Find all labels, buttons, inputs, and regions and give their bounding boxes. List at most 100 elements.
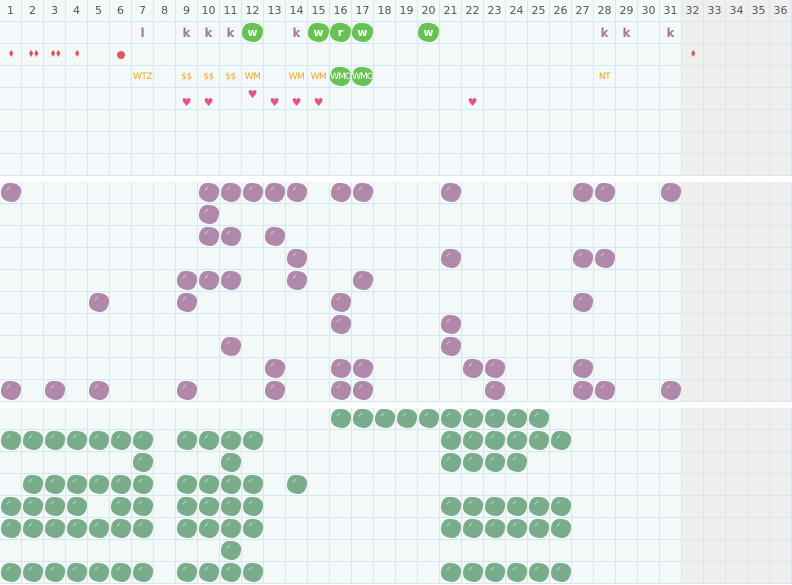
- tracker-cell[interactable]: [176, 204, 198, 226]
- tracker-cell[interactable]: [594, 270, 616, 292]
- tracker-cell[interactable]: [638, 358, 660, 380]
- tracker-cell[interactable]: WMO: [352, 66, 374, 88]
- tracker-cell[interactable]: [352, 292, 374, 314]
- tracker-cell[interactable]: [726, 540, 748, 562]
- tracker-cell[interactable]: [88, 22, 110, 44]
- tracker-cell[interactable]: [396, 270, 418, 292]
- tracker-cell[interactable]: [0, 270, 22, 292]
- tracker-cell[interactable]: [22, 408, 44, 430]
- tracker-cell[interactable]: [176, 248, 198, 270]
- tracker-cell[interactable]: [22, 88, 44, 110]
- tracker-cell[interactable]: [286, 336, 308, 358]
- tracker-cell[interactable]: [88, 540, 110, 562]
- tracker-cell[interactable]: [396, 182, 418, 204]
- tracker-cell[interactable]: [748, 182, 770, 204]
- tracker-cell[interactable]: [330, 336, 352, 358]
- tracker-cell[interactable]: [506, 66, 528, 88]
- tracker-cell[interactable]: [440, 44, 462, 66]
- tracker-cell[interactable]: [110, 540, 132, 562]
- tracker-cell[interactable]: [704, 380, 726, 402]
- tracker-cell[interactable]: [484, 408, 506, 430]
- tracker-cell[interactable]: k: [594, 22, 616, 44]
- tracker-cell[interactable]: [264, 314, 286, 336]
- tracker-cell[interactable]: [0, 430, 22, 452]
- tracker-cell[interactable]: [154, 562, 176, 584]
- tracker-cell[interactable]: [440, 540, 462, 562]
- tracker-cell[interactable]: [660, 452, 682, 474]
- tracker-cell[interactable]: [176, 154, 198, 176]
- tracker-cell[interactable]: [308, 292, 330, 314]
- tracker-cell[interactable]: [726, 452, 748, 474]
- tracker-cell[interactable]: [374, 314, 396, 336]
- tracker-cell[interactable]: [550, 540, 572, 562]
- tracker-cell[interactable]: [660, 474, 682, 496]
- tracker-cell[interactable]: [550, 292, 572, 314]
- tracker-cell[interactable]: [748, 452, 770, 474]
- tracker-cell[interactable]: [352, 518, 374, 540]
- tracker-cell[interactable]: [572, 518, 594, 540]
- tracker-cell[interactable]: WM: [308, 66, 330, 88]
- tracker-cell[interactable]: [704, 496, 726, 518]
- tracker-cell[interactable]: [154, 182, 176, 204]
- tracker-cell[interactable]: [528, 88, 550, 110]
- tracker-cell[interactable]: [660, 154, 682, 176]
- tracker-cell[interactable]: [616, 496, 638, 518]
- tracker-cell[interactable]: [110, 314, 132, 336]
- tracker-cell[interactable]: [352, 452, 374, 474]
- tracker-cell[interactable]: [132, 314, 154, 336]
- tracker-cell[interactable]: [110, 408, 132, 430]
- tracker-cell[interactable]: [66, 314, 88, 336]
- tracker-cell[interactable]: [154, 270, 176, 292]
- tracker-cell[interactable]: [110, 226, 132, 248]
- tracker-cell[interactable]: [462, 408, 484, 430]
- tracker-cell[interactable]: [682, 22, 704, 44]
- tracker-cell[interactable]: [132, 540, 154, 562]
- tracker-cell[interactable]: ♦: [0, 44, 22, 66]
- tracker-cell[interactable]: [748, 66, 770, 88]
- tracker-cell[interactable]: [550, 110, 572, 132]
- tracker-cell[interactable]: [418, 154, 440, 176]
- tracker-cell[interactable]: [308, 518, 330, 540]
- tracker-cell[interactable]: [440, 452, 462, 474]
- tracker-cell[interactable]: [374, 474, 396, 496]
- tracker-cell[interactable]: [220, 474, 242, 496]
- tracker-cell[interactable]: [748, 408, 770, 430]
- tracker-cell[interactable]: [264, 154, 286, 176]
- tracker-cell[interactable]: [352, 496, 374, 518]
- tracker-cell[interactable]: [770, 66, 792, 88]
- tracker-cell[interactable]: [88, 562, 110, 584]
- tracker-cell[interactable]: [726, 66, 748, 88]
- tracker-cell[interactable]: [154, 430, 176, 452]
- tracker-cell[interactable]: [0, 358, 22, 380]
- tracker-cell[interactable]: [572, 248, 594, 270]
- tracker-cell[interactable]: [396, 380, 418, 402]
- tracker-cell[interactable]: [66, 452, 88, 474]
- tracker-cell[interactable]: [572, 226, 594, 248]
- tracker-cell[interactable]: [396, 88, 418, 110]
- tracker-cell[interactable]: [506, 88, 528, 110]
- tracker-cell[interactable]: [66, 380, 88, 402]
- tracker-cell[interactable]: [110, 204, 132, 226]
- tracker-cell[interactable]: [572, 430, 594, 452]
- tracker-cell[interactable]: [308, 452, 330, 474]
- tracker-cell[interactable]: [572, 292, 594, 314]
- tracker-cell[interactable]: [66, 248, 88, 270]
- tracker-cell[interactable]: [132, 88, 154, 110]
- tracker-cell[interactable]: [110, 22, 132, 44]
- tracker-cell[interactable]: [440, 22, 462, 44]
- tracker-cell[interactable]: [462, 292, 484, 314]
- tracker-cell[interactable]: [66, 518, 88, 540]
- tracker-cell[interactable]: [704, 270, 726, 292]
- tracker-cell[interactable]: [572, 44, 594, 66]
- tracker-cell[interactable]: [330, 562, 352, 584]
- tracker-cell[interactable]: [110, 44, 132, 66]
- tracker-cell[interactable]: [462, 380, 484, 402]
- tracker-cell[interactable]: [770, 314, 792, 336]
- tracker-cell[interactable]: [308, 380, 330, 402]
- tracker-cell[interactable]: [726, 336, 748, 358]
- tracker-cell[interactable]: [176, 182, 198, 204]
- tracker-cell[interactable]: [22, 66, 44, 88]
- tracker-cell[interactable]: [132, 408, 154, 430]
- tracker-cell[interactable]: [440, 430, 462, 452]
- tracker-cell[interactable]: [660, 204, 682, 226]
